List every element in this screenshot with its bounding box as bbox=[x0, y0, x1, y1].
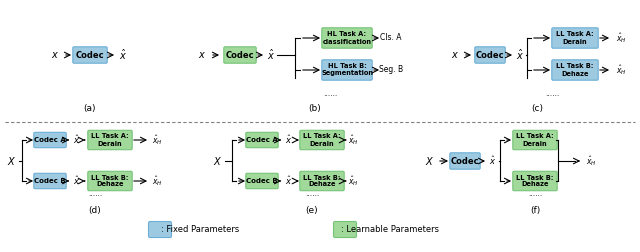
Text: $\hat{x}$: $\hat{x}$ bbox=[74, 175, 81, 187]
FancyBboxPatch shape bbox=[88, 171, 132, 191]
Text: Codec B: Codec B bbox=[246, 178, 278, 184]
FancyBboxPatch shape bbox=[513, 171, 557, 191]
Text: $\hat{x}$: $\hat{x}$ bbox=[516, 48, 524, 62]
FancyBboxPatch shape bbox=[475, 47, 505, 63]
Text: LL Task A:
Derain: LL Task A: Derain bbox=[91, 134, 129, 146]
Text: LL Task A:
Derain: LL Task A: Derain bbox=[516, 134, 554, 146]
FancyBboxPatch shape bbox=[300, 130, 344, 150]
Text: Seg. B: Seg. B bbox=[379, 66, 403, 75]
Text: $\hat{x}_H$: $\hat{x}_H$ bbox=[152, 174, 163, 188]
Text: : Learnable Parameters: : Learnable Parameters bbox=[341, 226, 439, 235]
Text: $\hat{x}$: $\hat{x}$ bbox=[267, 48, 275, 62]
Text: $x$: $x$ bbox=[198, 50, 206, 60]
Text: (d): (d) bbox=[88, 205, 101, 214]
Text: $\hat{x}_H$: $\hat{x}_H$ bbox=[616, 63, 627, 77]
Text: (e): (e) bbox=[306, 205, 318, 214]
Text: LL Task A:
Derain: LL Task A: Derain bbox=[556, 32, 594, 45]
Text: LL Task A:
Derain: LL Task A: Derain bbox=[303, 134, 341, 146]
Text: Codec: Codec bbox=[476, 50, 504, 59]
Text: $\hat{x}_H$: $\hat{x}_H$ bbox=[152, 133, 163, 147]
Text: $\hat{x}$: $\hat{x}$ bbox=[119, 48, 127, 62]
FancyBboxPatch shape bbox=[88, 130, 132, 150]
Text: Codec A: Codec A bbox=[246, 137, 278, 143]
Text: ......: ...... bbox=[323, 89, 337, 99]
Text: LL Task B:
Dehaze: LL Task B: Dehaze bbox=[303, 174, 340, 187]
Text: $\hat{x}_H$: $\hat{x}_H$ bbox=[348, 133, 358, 147]
FancyBboxPatch shape bbox=[300, 171, 344, 191]
FancyBboxPatch shape bbox=[552, 60, 598, 80]
Text: $\hat{x}_H$: $\hat{x}_H$ bbox=[586, 154, 596, 168]
Text: Cls. A: Cls. A bbox=[380, 34, 402, 43]
Text: LL Task B:
Dehaze: LL Task B: Dehaze bbox=[92, 174, 129, 187]
Text: ......: ...... bbox=[545, 89, 559, 99]
FancyBboxPatch shape bbox=[322, 60, 372, 80]
Text: LL Task B:
Dehaze: LL Task B: Dehaze bbox=[556, 64, 594, 77]
FancyBboxPatch shape bbox=[552, 28, 598, 48]
FancyBboxPatch shape bbox=[224, 47, 256, 63]
FancyBboxPatch shape bbox=[246, 132, 278, 148]
Text: $\hat{x}$: $\hat{x}$ bbox=[285, 175, 292, 187]
Text: : Fixed Parameters: : Fixed Parameters bbox=[161, 226, 239, 235]
Text: Codec B: Codec B bbox=[34, 178, 66, 184]
Text: $x$: $x$ bbox=[451, 50, 459, 60]
Text: $\hat{x}$: $\hat{x}$ bbox=[490, 155, 497, 167]
Text: $\hat{x}_H$: $\hat{x}_H$ bbox=[616, 31, 627, 45]
Text: Codec: Codec bbox=[451, 156, 479, 166]
FancyBboxPatch shape bbox=[148, 222, 172, 237]
Text: $\hat{x}$: $\hat{x}$ bbox=[285, 134, 292, 146]
Text: HL Task A:
classification: HL Task A: classification bbox=[323, 32, 371, 45]
Text: $X$: $X$ bbox=[213, 155, 223, 167]
FancyBboxPatch shape bbox=[34, 173, 66, 189]
FancyBboxPatch shape bbox=[246, 173, 278, 189]
Text: ......: ...... bbox=[88, 190, 102, 199]
Text: (c): (c) bbox=[531, 104, 543, 112]
FancyBboxPatch shape bbox=[450, 153, 480, 169]
Text: Codec A: Codec A bbox=[34, 137, 66, 143]
Text: Codec: Codec bbox=[76, 50, 104, 59]
Text: LL Task B:
Dehaze: LL Task B: Dehaze bbox=[516, 174, 554, 187]
FancyBboxPatch shape bbox=[34, 132, 66, 148]
Text: Codec: Codec bbox=[226, 50, 254, 59]
Text: (a): (a) bbox=[84, 104, 96, 112]
Text: $x$: $x$ bbox=[51, 50, 59, 60]
Text: $X$: $X$ bbox=[7, 155, 17, 167]
Text: $X$: $X$ bbox=[426, 155, 435, 167]
FancyBboxPatch shape bbox=[322, 28, 372, 48]
Text: (b): (b) bbox=[308, 104, 321, 112]
FancyBboxPatch shape bbox=[73, 47, 107, 63]
Text: $\hat{x}_H$: $\hat{x}_H$ bbox=[348, 174, 358, 188]
FancyBboxPatch shape bbox=[513, 130, 557, 150]
Text: ......: ...... bbox=[528, 190, 542, 199]
FancyBboxPatch shape bbox=[333, 222, 356, 237]
Text: $\hat{x}$: $\hat{x}$ bbox=[74, 134, 81, 146]
Text: HL Task B:
Segmentation: HL Task B: Segmentation bbox=[321, 64, 373, 77]
Text: ......: ...... bbox=[305, 190, 319, 199]
Text: (f): (f) bbox=[530, 205, 540, 214]
